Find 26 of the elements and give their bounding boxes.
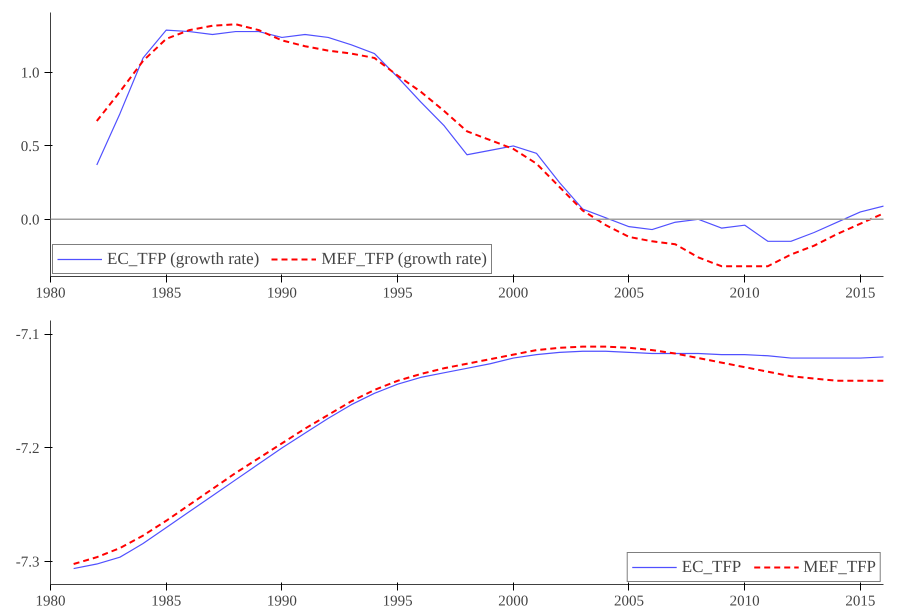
x-tick-label: 1980: [36, 286, 66, 302]
legend-label: MEF_TFP: [803, 557, 876, 577]
x-tick-label: 1980: [36, 594, 66, 610]
legend-label: MEF_TFP (growth rate): [321, 249, 487, 269]
x-tick-label: 1990: [266, 594, 297, 610]
x-tick-label: 2010: [730, 286, 760, 302]
x-tick-label: 2005: [614, 286, 644, 302]
legend-label: EC_TFP (growth rate): [107, 249, 260, 269]
y-tick-label: -7.3: [16, 554, 40, 571]
y-tick-label: 0.5: [20, 138, 40, 155]
x-tick-label: 2015: [845, 286, 876, 302]
y-tick-label: 0.0: [20, 212, 40, 228]
x-tick-label: 1995: [382, 286, 413, 302]
legend-label: EC_TFP: [682, 557, 742, 577]
x-tick-label: 1995: [382, 594, 413, 610]
y-tick-label: -7.1: [16, 327, 40, 344]
x-tick-label: 1985: [151, 286, 182, 302]
x-tick-label: 2000: [498, 286, 528, 302]
x-tick-label: 2005: [614, 594, 644, 610]
y-tick-label: 1.0: [20, 66, 40, 82]
x-tick-label: 2000: [498, 594, 528, 610]
y-tick-label: -7.2: [16, 440, 40, 457]
x-tick-label: 2015: [845, 594, 876, 610]
x-tick-label: 1990: [266, 286, 297, 302]
x-tick-label: 1985: [151, 594, 182, 610]
x-tick-label: 2010: [730, 594, 760, 610]
